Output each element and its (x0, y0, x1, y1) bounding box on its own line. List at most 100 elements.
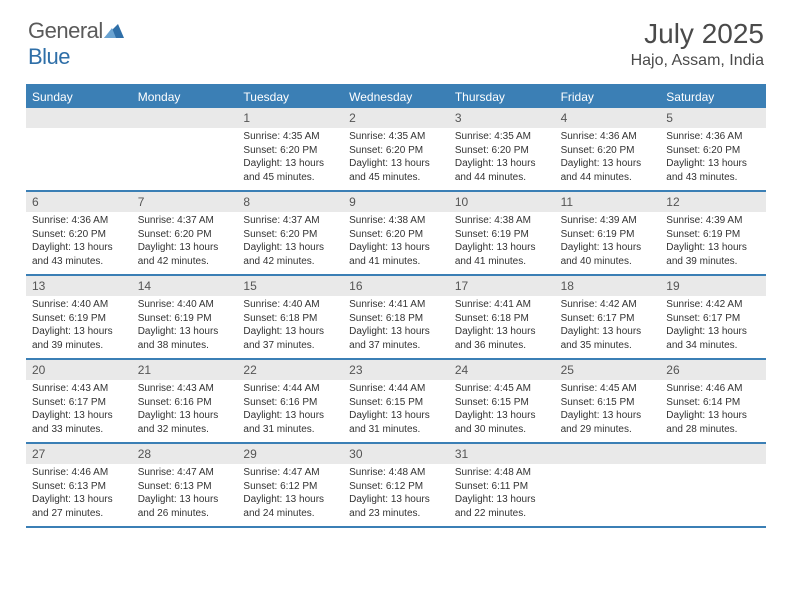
day-cell: 0 (132, 108, 238, 190)
day-body: Sunrise: 4:46 AMSunset: 6:14 PMDaylight:… (660, 380, 766, 442)
day-body: Sunrise: 4:36 AMSunset: 6:20 PMDaylight:… (26, 212, 132, 274)
day-number: 5 (660, 108, 766, 128)
logo: GeneralBlue (28, 18, 124, 70)
day-cell: 31Sunrise: 4:48 AMSunset: 6:11 PMDayligh… (449, 444, 555, 526)
day-cell: 13Sunrise: 4:40 AMSunset: 6:19 PMDayligh… (26, 276, 132, 358)
day-body: Sunrise: 4:35 AMSunset: 6:20 PMDaylight:… (237, 128, 343, 190)
day-cell: 2Sunrise: 4:35 AMSunset: 6:20 PMDaylight… (343, 108, 449, 190)
day-number: 14 (132, 276, 238, 296)
week-row: 27Sunrise: 4:46 AMSunset: 6:13 PMDayligh… (26, 444, 766, 528)
location: Hajo, Assam, India (631, 52, 764, 70)
day-body: Sunrise: 4:45 AMSunset: 6:15 PMDaylight:… (449, 380, 555, 442)
day-cell: 19Sunrise: 4:42 AMSunset: 6:17 PMDayligh… (660, 276, 766, 358)
day-cell: 16Sunrise: 4:41 AMSunset: 6:18 PMDayligh… (343, 276, 449, 358)
day-cell: 6Sunrise: 4:36 AMSunset: 6:20 PMDaylight… (26, 192, 132, 274)
weeks-container: 001Sunrise: 4:35 AMSunset: 6:20 PMDaylig… (26, 108, 766, 528)
calendar: Sunday Monday Tuesday Wednesday Thursday… (26, 84, 766, 528)
day-header-fri: Friday (555, 86, 661, 108)
day-body: Sunrise: 4:39 AMSunset: 6:19 PMDaylight:… (660, 212, 766, 274)
day-body: Sunrise: 4:44 AMSunset: 6:15 PMDaylight:… (343, 380, 449, 442)
day-number: 10 (449, 192, 555, 212)
day-body: Sunrise: 4:40 AMSunset: 6:19 PMDaylight:… (132, 296, 238, 358)
day-cell: 12Sunrise: 4:39 AMSunset: 6:19 PMDayligh… (660, 192, 766, 274)
day-header-sun: Sunday (26, 86, 132, 108)
day-number: 21 (132, 360, 238, 380)
day-cell: 14Sunrise: 4:40 AMSunset: 6:19 PMDayligh… (132, 276, 238, 358)
day-number: 6 (26, 192, 132, 212)
day-header-sat: Saturday (660, 86, 766, 108)
day-body: Sunrise: 4:36 AMSunset: 6:20 PMDaylight:… (660, 128, 766, 190)
day-cell: 0 (660, 444, 766, 526)
day-number: 15 (237, 276, 343, 296)
day-body: Sunrise: 4:43 AMSunset: 6:17 PMDaylight:… (26, 380, 132, 442)
day-number: 3 (449, 108, 555, 128)
day-number: 2 (343, 108, 449, 128)
logo-text: GeneralBlue (28, 18, 124, 70)
day-body: Sunrise: 4:45 AMSunset: 6:15 PMDaylight:… (555, 380, 661, 442)
day-header-row: Sunday Monday Tuesday Wednesday Thursday… (26, 86, 766, 108)
day-cell: 22Sunrise: 4:44 AMSunset: 6:16 PMDayligh… (237, 360, 343, 442)
day-number: 8 (237, 192, 343, 212)
logo-text-right: Blue (28, 44, 70, 69)
day-cell: 20Sunrise: 4:43 AMSunset: 6:17 PMDayligh… (26, 360, 132, 442)
day-cell: 26Sunrise: 4:46 AMSunset: 6:14 PMDayligh… (660, 360, 766, 442)
day-number: 27 (26, 444, 132, 464)
day-cell: 24Sunrise: 4:45 AMSunset: 6:15 PMDayligh… (449, 360, 555, 442)
day-header-mon: Monday (132, 86, 238, 108)
day-body: Sunrise: 4:41 AMSunset: 6:18 PMDaylight:… (343, 296, 449, 358)
day-body: Sunrise: 4:44 AMSunset: 6:16 PMDaylight:… (237, 380, 343, 442)
day-cell: 3Sunrise: 4:35 AMSunset: 6:20 PMDaylight… (449, 108, 555, 190)
day-cell: 23Sunrise: 4:44 AMSunset: 6:15 PMDayligh… (343, 360, 449, 442)
day-number: 18 (555, 276, 661, 296)
logo-text-left: General (28, 18, 103, 43)
day-number: 22 (237, 360, 343, 380)
day-number: 13 (26, 276, 132, 296)
title-block: July 2025 Hajo, Assam, India (631, 18, 764, 70)
day-number: 16 (343, 276, 449, 296)
month-title: July 2025 (631, 18, 764, 50)
day-number: 24 (449, 360, 555, 380)
day-number: 4 (555, 108, 661, 128)
day-number: 7 (132, 192, 238, 212)
day-cell: 27Sunrise: 4:46 AMSunset: 6:13 PMDayligh… (26, 444, 132, 526)
day-cell: 7Sunrise: 4:37 AMSunset: 6:20 PMDaylight… (132, 192, 238, 274)
day-number: 30 (343, 444, 449, 464)
day-body: Sunrise: 4:38 AMSunset: 6:20 PMDaylight:… (343, 212, 449, 274)
day-number: 25 (555, 360, 661, 380)
header: GeneralBlue July 2025 Hajo, Assam, India (0, 0, 792, 76)
day-body: Sunrise: 4:37 AMSunset: 6:20 PMDaylight:… (132, 212, 238, 274)
day-cell: 4Sunrise: 4:36 AMSunset: 6:20 PMDaylight… (555, 108, 661, 190)
day-header-wed: Wednesday (343, 86, 449, 108)
day-cell: 15Sunrise: 4:40 AMSunset: 6:18 PMDayligh… (237, 276, 343, 358)
day-number: 26 (660, 360, 766, 380)
day-number: 23 (343, 360, 449, 380)
day-body: Sunrise: 4:39 AMSunset: 6:19 PMDaylight:… (555, 212, 661, 274)
day-number: 1 (237, 108, 343, 128)
day-cell: 11Sunrise: 4:39 AMSunset: 6:19 PMDayligh… (555, 192, 661, 274)
day-body: Sunrise: 4:47 AMSunset: 6:12 PMDaylight:… (237, 464, 343, 526)
day-cell: 21Sunrise: 4:43 AMSunset: 6:16 PMDayligh… (132, 360, 238, 442)
week-row: 13Sunrise: 4:40 AMSunset: 6:19 PMDayligh… (26, 276, 766, 360)
day-cell: 10Sunrise: 4:38 AMSunset: 6:19 PMDayligh… (449, 192, 555, 274)
day-number: 31 (449, 444, 555, 464)
day-body: Sunrise: 4:35 AMSunset: 6:20 PMDaylight:… (343, 128, 449, 190)
day-body: Sunrise: 4:36 AMSunset: 6:20 PMDaylight:… (555, 128, 661, 190)
day-body: Sunrise: 4:42 AMSunset: 6:17 PMDaylight:… (660, 296, 766, 358)
day-body: Sunrise: 4:38 AMSunset: 6:19 PMDaylight:… (449, 212, 555, 274)
day-cell: 29Sunrise: 4:47 AMSunset: 6:12 PMDayligh… (237, 444, 343, 526)
day-cell: 9Sunrise: 4:38 AMSunset: 6:20 PMDaylight… (343, 192, 449, 274)
day-body: Sunrise: 4:42 AMSunset: 6:17 PMDaylight:… (555, 296, 661, 358)
day-header-tue: Tuesday (237, 86, 343, 108)
day-cell: 1Sunrise: 4:35 AMSunset: 6:20 PMDaylight… (237, 108, 343, 190)
day-body: Sunrise: 4:35 AMSunset: 6:20 PMDaylight:… (449, 128, 555, 190)
day-body: Sunrise: 4:41 AMSunset: 6:18 PMDaylight:… (449, 296, 555, 358)
day-cell: 5Sunrise: 4:36 AMSunset: 6:20 PMDaylight… (660, 108, 766, 190)
day-number: 28 (132, 444, 238, 464)
day-body: Sunrise: 4:46 AMSunset: 6:13 PMDaylight:… (26, 464, 132, 526)
day-body: Sunrise: 4:48 AMSunset: 6:12 PMDaylight:… (343, 464, 449, 526)
day-number: 29 (237, 444, 343, 464)
day-body: Sunrise: 4:43 AMSunset: 6:16 PMDaylight:… (132, 380, 238, 442)
day-number: 12 (660, 192, 766, 212)
day-number: 19 (660, 276, 766, 296)
day-cell: 0 (555, 444, 661, 526)
